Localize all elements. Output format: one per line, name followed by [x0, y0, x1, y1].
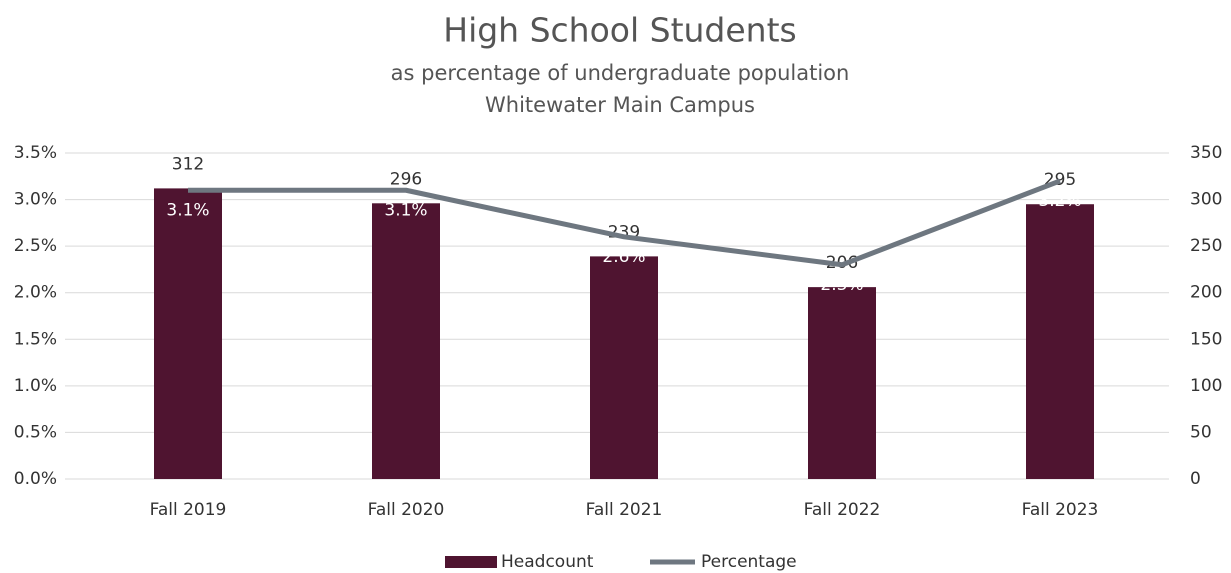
y-tick-label: 3.0% [14, 190, 57, 210]
y-tick-label: 0.0% [14, 469, 57, 489]
y2-tick-label: 0 [1190, 469, 1201, 489]
x-tick-label: Fall 2023 [1022, 500, 1099, 520]
line [188, 178, 1061, 268]
y2-tick-label: 350 [1190, 143, 1222, 163]
legend-label: Percentage [701, 552, 797, 572]
y2-tick-label: 150 [1190, 329, 1222, 349]
x-tick-label: Fall 2020 [368, 500, 445, 520]
y2-tick-label: 50 [1190, 422, 1212, 442]
bar [808, 287, 876, 479]
y2-tick-label: 100 [1190, 376, 1222, 396]
line-value-label: 3.1% [166, 200, 209, 220]
x-tick-label: Fall 2022 [804, 500, 881, 520]
bar-value-label: 296 [390, 169, 422, 189]
y2-tick-label: 200 [1190, 283, 1222, 303]
line-value-label: 3.1% [384, 200, 427, 220]
chart-subtitle: as percentage of undergraduate populatio… [391, 61, 850, 85]
bar [372, 203, 440, 479]
bar [154, 188, 222, 479]
line-value-label: 2.3% [820, 275, 863, 295]
chart-subtitle: Whitewater Main Campus [485, 93, 755, 117]
x-tick-label: Fall 2019 [150, 500, 227, 520]
bar [1026, 204, 1094, 479]
y-tick-label: 0.5% [14, 422, 57, 442]
chart-title: High School Students [443, 11, 796, 50]
line-value-label: 3.2% [1038, 191, 1081, 211]
legend-swatch [445, 556, 497, 568]
y-tick-label: 1.5% [14, 329, 57, 349]
legend-label: Headcount [501, 552, 594, 572]
line-value-label: 2.6% [602, 247, 645, 267]
y-tick-label: 1.0% [14, 376, 57, 396]
y2-tick-label: 300 [1190, 190, 1222, 210]
bar-value-label: 312 [172, 154, 204, 174]
bar [590, 256, 658, 479]
x-tick-label: Fall 2021 [586, 500, 663, 520]
y2-tick-label: 250 [1190, 236, 1222, 256]
y-tick-label: 2.5% [14, 236, 57, 256]
y-tick-label: 3.5% [14, 143, 57, 163]
y-tick-label: 2.0% [14, 283, 57, 303]
